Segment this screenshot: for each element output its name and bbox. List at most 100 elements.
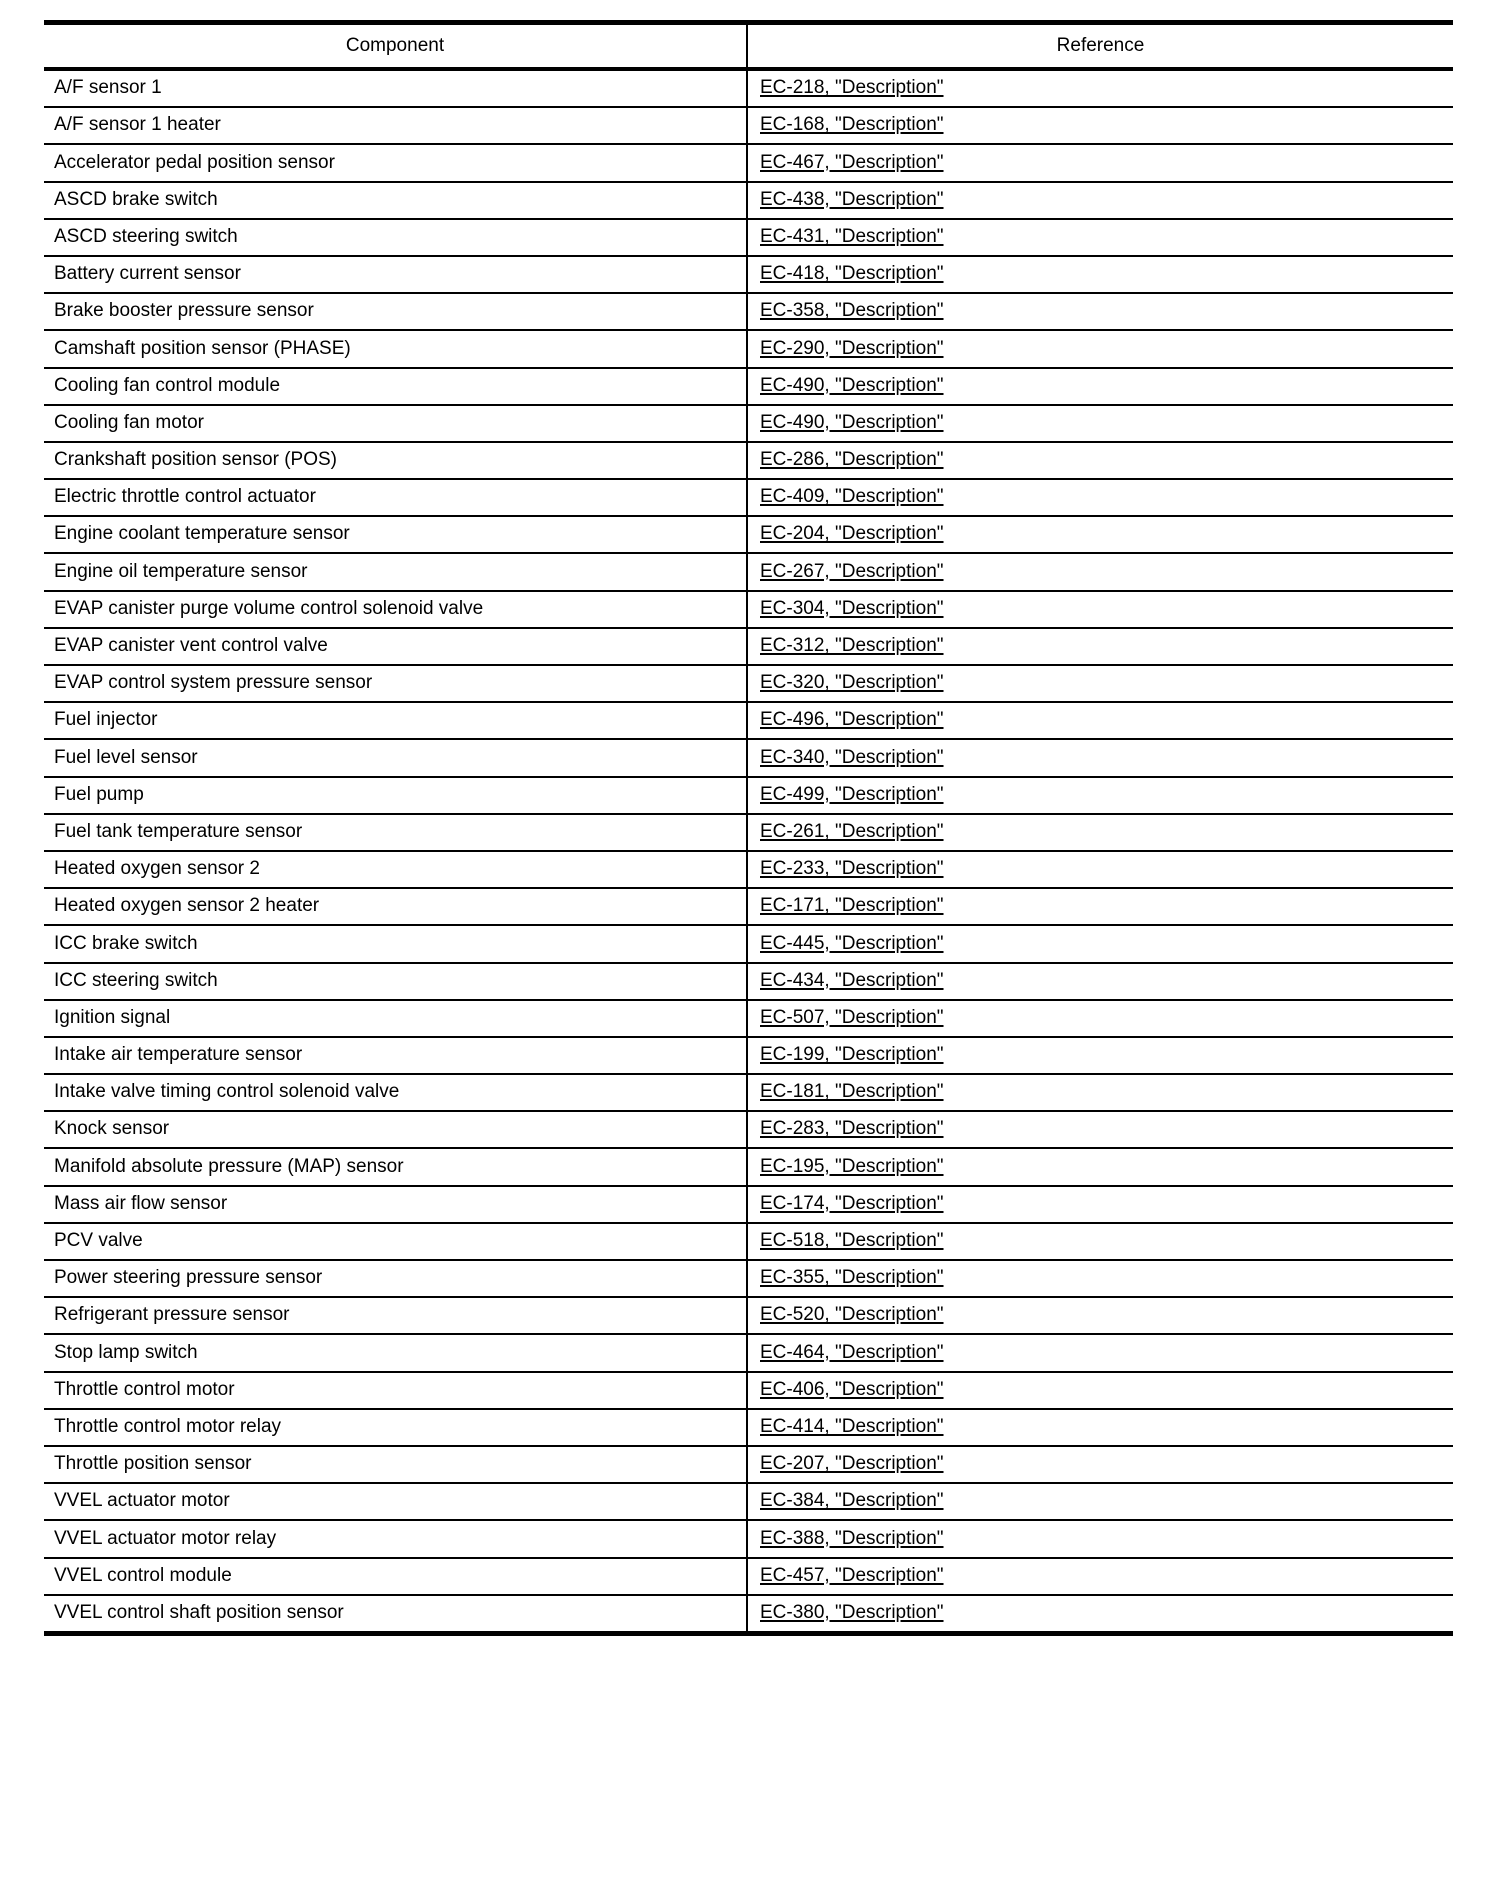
reference-link[interactable]: EC-233, "Description" bbox=[760, 858, 944, 880]
reference-link[interactable]: EC-218, "Description" bbox=[760, 77, 944, 99]
component-cell: Intake air temperature sensor bbox=[44, 1036, 748, 1076]
reference-link[interactable]: EC-490, "Description" bbox=[760, 374, 944, 396]
table-row: Accelerator pedal position sensor EC-467,… bbox=[44, 144, 1453, 183]
reference-cell: EC-168, "Description" bbox=[747, 107, 1453, 146]
component-name: Heated oxygen sensor 2 heater bbox=[54, 895, 320, 917]
reference-link[interactable]: EC-340, "Description" bbox=[760, 746, 944, 768]
reference-link[interactable]: EC-181, "Description" bbox=[760, 1081, 944, 1103]
reference-link[interactable]: EC-507, "Description" bbox=[760, 1006, 944, 1028]
table-row: Power steering pressure sensor EC-355, "D… bbox=[44, 1260, 1453, 1299]
component-cell: Intake valve timing control solenoid val… bbox=[44, 1074, 748, 1113]
reference-link[interactable]: EC-207, "Description" bbox=[760, 1453, 944, 1475]
reference-link[interactable]: EC-283, "Description" bbox=[760, 1118, 944, 1140]
component-cell: VVEL control shaft position sensor bbox=[44, 1594, 748, 1636]
reference-cell: EC-261, "Description" bbox=[747, 813, 1453, 852]
reference-link[interactable]: EC-520, "Description" bbox=[760, 1304, 944, 1326]
reference-link[interactable]: EC-358, "Description" bbox=[760, 300, 944, 322]
component-name: Fuel tank temperature sensor bbox=[54, 820, 303, 842]
component-name: Stop lamp switch bbox=[54, 1341, 198, 1363]
component-cell: Heated oxygen sensor 2 heater bbox=[44, 888, 748, 927]
reference-link[interactable]: EC-464, "Description" bbox=[760, 1341, 944, 1363]
reference-cell: EC-286, "Description" bbox=[747, 441, 1453, 481]
table-row: Fuel injector EC-496, "Description" bbox=[44, 702, 1453, 741]
reference-link[interactable]: EC-518, "Description" bbox=[760, 1230, 944, 1251]
component-name: ASCD brake switch bbox=[54, 188, 218, 210]
component-cell: Knock sensor bbox=[44, 1111, 748, 1150]
reference-link[interactable]: EC-168, "Description" bbox=[760, 114, 944, 136]
component-name: A/F sensor 1 heater bbox=[54, 114, 221, 136]
reference-cell: EC-204, "Description" bbox=[747, 516, 1453, 555]
table-row: EVAP canister purge volume control solen… bbox=[44, 590, 1453, 629]
reference-link[interactable]: EC-406, "Description" bbox=[760, 1378, 944, 1400]
reference-link[interactable]: EC-431, "Description" bbox=[760, 225, 944, 247]
reference-link[interactable]: EC-320, "Description" bbox=[760, 672, 944, 694]
column-header-component: Component bbox=[44, 20, 748, 71]
reference-link[interactable]: EC-414, "Description" bbox=[760, 1415, 944, 1437]
component-cell: Engine oil temperature sensor bbox=[44, 553, 748, 592]
reference-link[interactable]: EC-312, "Description" bbox=[760, 635, 944, 656]
reference-cell: EC-199, "Description" bbox=[747, 1036, 1453, 1076]
reference-link[interactable]: EC-445, "Description" bbox=[760, 932, 944, 954]
table-row: ASCD steering switch EC-431, "Description… bbox=[44, 218, 1453, 257]
reference-link[interactable]: EC-384, "Description" bbox=[760, 1490, 944, 1512]
component-cell: Manifold absolute pressure (MAP) sensor bbox=[44, 1148, 748, 1187]
component-name: Camshaft position sensor (PHASE) bbox=[54, 337, 351, 359]
table-header-row: Component Reference bbox=[44, 20, 1453, 71]
reference-link[interactable]: EC-490, "Description" bbox=[760, 411, 944, 433]
reference-link[interactable]: EC-171, "Description" bbox=[760, 895, 944, 917]
table-row: A/F sensor 1 heater EC-168, "Description" bbox=[44, 107, 1453, 146]
reference-link[interactable]: EC-457, "Description" bbox=[760, 1564, 944, 1586]
component-cell: Cooling fan control module bbox=[44, 367, 748, 406]
reference-cell: EC-267, "Description" bbox=[747, 553, 1453, 592]
table-row: ICC brake switch EC-445, "Description" bbox=[44, 925, 1453, 964]
component-cell: Throttle control motor relay bbox=[44, 1408, 748, 1447]
reference-link[interactable]: EC-199, "Description" bbox=[760, 1044, 944, 1066]
component-name: Fuel pump bbox=[54, 783, 144, 805]
table-header: Component Reference bbox=[44, 20, 1453, 71]
reference-link[interactable]: EC-418, "Description" bbox=[760, 263, 944, 285]
component-name: Ignition signal bbox=[54, 1006, 171, 1028]
reference-link[interactable]: EC-174, "Description" bbox=[760, 1192, 944, 1214]
reference-link[interactable]: EC-380, "Description" bbox=[760, 1601, 944, 1623]
component-cell: Refrigerant pressure sensor bbox=[44, 1297, 748, 1336]
reference-cell: EC-283, "Description" bbox=[747, 1111, 1453, 1150]
reference-link[interactable]: EC-267, "Description" bbox=[760, 560, 944, 582]
reference-cell: EC-490, "Description" bbox=[747, 367, 1453, 406]
component-name: Electric throttle control actuator bbox=[54, 486, 316, 508]
component-name: Throttle control motor relay bbox=[54, 1415, 282, 1437]
reference-link[interactable]: EC-434, "Description" bbox=[760, 969, 944, 991]
table-row: Heated oxygen sensor 2 EC-233, "Descripti… bbox=[44, 850, 1453, 890]
table-row: EVAP control system pressure sensor EC-32… bbox=[44, 665, 1453, 704]
reference-link[interactable]: EC-409, "Description" bbox=[760, 486, 944, 508]
reference-cell: EC-384, "Description" bbox=[747, 1483, 1453, 1522]
component-cell: EVAP canister vent control valve bbox=[44, 627, 748, 667]
component-name: Engine coolant temperature sensor bbox=[54, 523, 350, 545]
reference-link[interactable]: EC-204, "Description" bbox=[760, 523, 944, 545]
component-name: EVAP canister vent control valve bbox=[54, 635, 328, 656]
reference-link[interactable]: EC-261, "Description" bbox=[760, 820, 944, 842]
reference-link[interactable]: EC-290, "Description" bbox=[760, 337, 944, 359]
reference-link[interactable]: EC-467, "Description" bbox=[760, 151, 944, 173]
component-cell: Engine coolant temperature sensor bbox=[44, 516, 748, 555]
component-cell: Brake booster pressure sensor bbox=[44, 293, 748, 332]
reference-link[interactable]: EC-286, "Description" bbox=[760, 449, 944, 471]
component-name: EVAP control system pressure sensor bbox=[54, 672, 373, 694]
reference-cell: EC-520, "Description" bbox=[747, 1297, 1453, 1336]
table-row: Brake booster pressure sensor EC-358, "De… bbox=[44, 293, 1453, 332]
reference-link[interactable]: EC-438, "Description" bbox=[760, 188, 944, 210]
component-name: Intake valve timing control solenoid val… bbox=[54, 1081, 400, 1103]
component-cell: Ignition signal bbox=[44, 999, 748, 1038]
component-cell: Fuel tank temperature sensor bbox=[44, 813, 748, 852]
reference-link[interactable]: EC-499, "Description" bbox=[760, 783, 944, 805]
reference-link[interactable]: EC-496, "Description" bbox=[760, 709, 944, 731]
reference-cell: EC-467, "Description" bbox=[747, 144, 1453, 183]
component-name: Brake booster pressure sensor bbox=[54, 300, 314, 322]
reference-link[interactable]: EC-195, "Description" bbox=[760, 1155, 944, 1177]
table-row: Fuel level sensor EC-340, "Description" bbox=[44, 739, 1453, 778]
reference-link[interactable]: EC-388, "Description" bbox=[760, 1527, 944, 1549]
table-row: Ignition signal EC-507, "Description" bbox=[44, 999, 1453, 1038]
reference-link[interactable]: EC-355, "Description" bbox=[760, 1267, 944, 1289]
reference-link[interactable]: EC-304, "Description" bbox=[760, 597, 944, 619]
component-name: Accelerator pedal position sensor bbox=[54, 151, 335, 173]
